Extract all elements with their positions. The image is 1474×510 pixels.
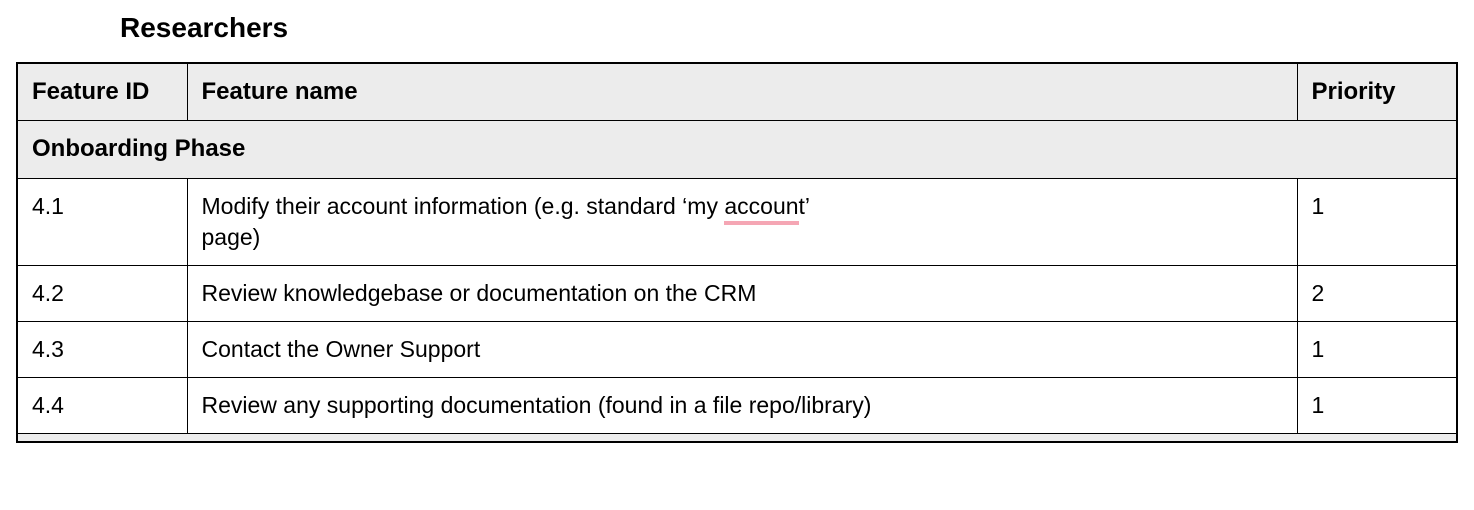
feature-name-text: t’ [799, 193, 811, 219]
next-row-peek [17, 434, 1457, 442]
cell-feature-id: 4.3 [17, 321, 187, 377]
col-header-feature-name: Feature name [187, 63, 1297, 121]
col-header-feature-id: Feature ID [17, 63, 187, 121]
cell-feature-id: 4.2 [17, 265, 187, 321]
feature-name-text: Modify their account information (e.g. s… [202, 193, 725, 219]
phase-row: Onboarding Phase [17, 121, 1457, 178]
cell-feature-id: 4.1 [17, 178, 187, 265]
table-row: 4.3 Contact the Owner Support 1 [17, 321, 1457, 377]
table-row: 4.2 Review knowledgebase or documentatio… [17, 265, 1457, 321]
proofing-mark: accoun [724, 193, 798, 225]
cell-priority: 1 [1297, 178, 1457, 265]
peek-row [17, 434, 1457, 442]
table-header-row: Feature ID Feature name Priority [17, 63, 1457, 121]
table-row: 4.1 Modify their account information (e.… [17, 178, 1457, 265]
cell-feature-id: 4.4 [17, 377, 187, 433]
cell-feature-name: Review knowledgebase or documentation on… [187, 265, 1297, 321]
section-title: Researchers [120, 12, 1474, 44]
col-header-priority: Priority [1297, 63, 1457, 121]
features-table: Feature ID Feature name Priority Onboard… [16, 62, 1458, 443]
cell-priority: 1 [1297, 321, 1457, 377]
cell-priority: 1 [1297, 377, 1457, 433]
table-row: 4.4 Review any supporting documentation … [17, 377, 1457, 433]
phase-label: Onboarding Phase [17, 121, 1457, 178]
cell-feature-name: Review any supporting documentation (fou… [187, 377, 1297, 433]
cell-feature-name: Contact the Owner Support [187, 321, 1297, 377]
feature-name-line2: page) [202, 224, 261, 250]
cell-priority: 2 [1297, 265, 1457, 321]
cell-feature-name: Modify their account information (e.g. s… [187, 178, 1297, 265]
